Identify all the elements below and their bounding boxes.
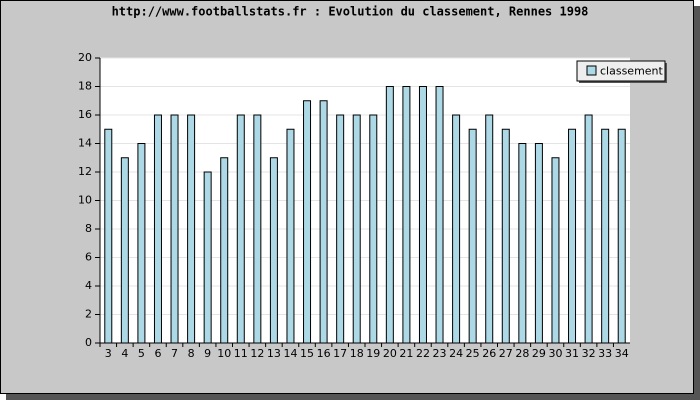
bar xyxy=(617,128,626,344)
x-tick-label: 23 xyxy=(433,347,447,360)
x-tick-label: 6 xyxy=(154,347,161,360)
x-tick-label: 9 xyxy=(204,347,211,360)
bar xyxy=(220,157,229,344)
x-tick-label: 15 xyxy=(300,347,314,360)
bar xyxy=(170,114,179,344)
bar xyxy=(104,128,113,344)
x-tick-label: 31 xyxy=(565,347,579,360)
legend-swatch xyxy=(586,65,597,76)
bar xyxy=(336,114,345,344)
bar xyxy=(534,143,543,344)
chart-title: http://www.footballstats.fr : Evolution … xyxy=(112,5,589,19)
bar xyxy=(286,128,295,344)
bar xyxy=(137,143,146,344)
x-tick-label: 30 xyxy=(548,347,562,360)
x-tick-label: 21 xyxy=(399,347,413,360)
x-tick-label: 4 xyxy=(121,347,128,360)
bar xyxy=(269,157,278,344)
bar xyxy=(584,114,593,344)
x-tick-label: 24 xyxy=(449,347,463,360)
y-tick-label: 0 xyxy=(85,336,92,349)
y-tick-label: 8 xyxy=(85,222,92,235)
bar xyxy=(120,157,129,344)
y-tick-label: 10 xyxy=(78,194,92,207)
bar xyxy=(418,86,427,344)
bar xyxy=(236,114,245,344)
y-tick-label: 16 xyxy=(78,108,92,121)
bar xyxy=(303,100,312,344)
y-tick-label: 2 xyxy=(85,308,92,321)
x-tick-label: 14 xyxy=(283,347,297,360)
x-tick-label: 3 xyxy=(105,347,112,360)
x-tick-label: 29 xyxy=(532,347,546,360)
bar xyxy=(253,114,262,344)
bar xyxy=(352,114,361,344)
x-tick-label: 27 xyxy=(499,347,513,360)
bar xyxy=(402,86,411,344)
x-tick-label: 34 xyxy=(615,347,629,360)
y-tick-label: 12 xyxy=(78,165,92,178)
legend-box xyxy=(576,60,666,82)
bar xyxy=(501,128,510,344)
bar xyxy=(385,86,394,344)
y-tick-label: 4 xyxy=(85,279,92,292)
bar xyxy=(203,171,212,344)
x-tick-label: 8 xyxy=(188,347,195,360)
x-tick-label: 5 xyxy=(138,347,145,360)
bar xyxy=(551,157,560,344)
x-tick-label: 16 xyxy=(317,347,331,360)
bar xyxy=(568,128,577,344)
y-tick-label: 20 xyxy=(78,51,92,64)
x-tick-label: 22 xyxy=(416,347,430,360)
x-tick-label: 25 xyxy=(466,347,480,360)
bar xyxy=(468,128,477,344)
x-tick-label: 13 xyxy=(267,347,281,360)
bar xyxy=(369,114,378,344)
x-tick-label: 18 xyxy=(350,347,364,360)
x-tick-label: 12 xyxy=(250,347,264,360)
legend-label: classement xyxy=(600,65,664,78)
x-tick-label: 33 xyxy=(598,347,612,360)
x-tick-label: 28 xyxy=(515,347,529,360)
x-tick-label: 26 xyxy=(482,347,496,360)
bar xyxy=(518,143,527,344)
x-tick-label: 10 xyxy=(217,347,231,360)
bar xyxy=(319,100,328,344)
x-tick-label: 17 xyxy=(333,347,347,360)
bar xyxy=(435,86,444,344)
x-tick-label: 19 xyxy=(366,347,380,360)
x-tick-label: 20 xyxy=(383,347,397,360)
y-tick-label: 14 xyxy=(78,137,92,150)
bar xyxy=(485,114,494,344)
bar xyxy=(601,128,610,344)
x-tick-label: 11 xyxy=(234,347,248,360)
y-tick-label: 6 xyxy=(85,251,92,264)
bar xyxy=(187,114,196,344)
y-tick-label: 18 xyxy=(78,80,92,93)
bar xyxy=(452,114,461,344)
x-tick-label: 32 xyxy=(582,347,596,360)
x-tick-label: 7 xyxy=(171,347,178,360)
bar xyxy=(153,114,162,344)
